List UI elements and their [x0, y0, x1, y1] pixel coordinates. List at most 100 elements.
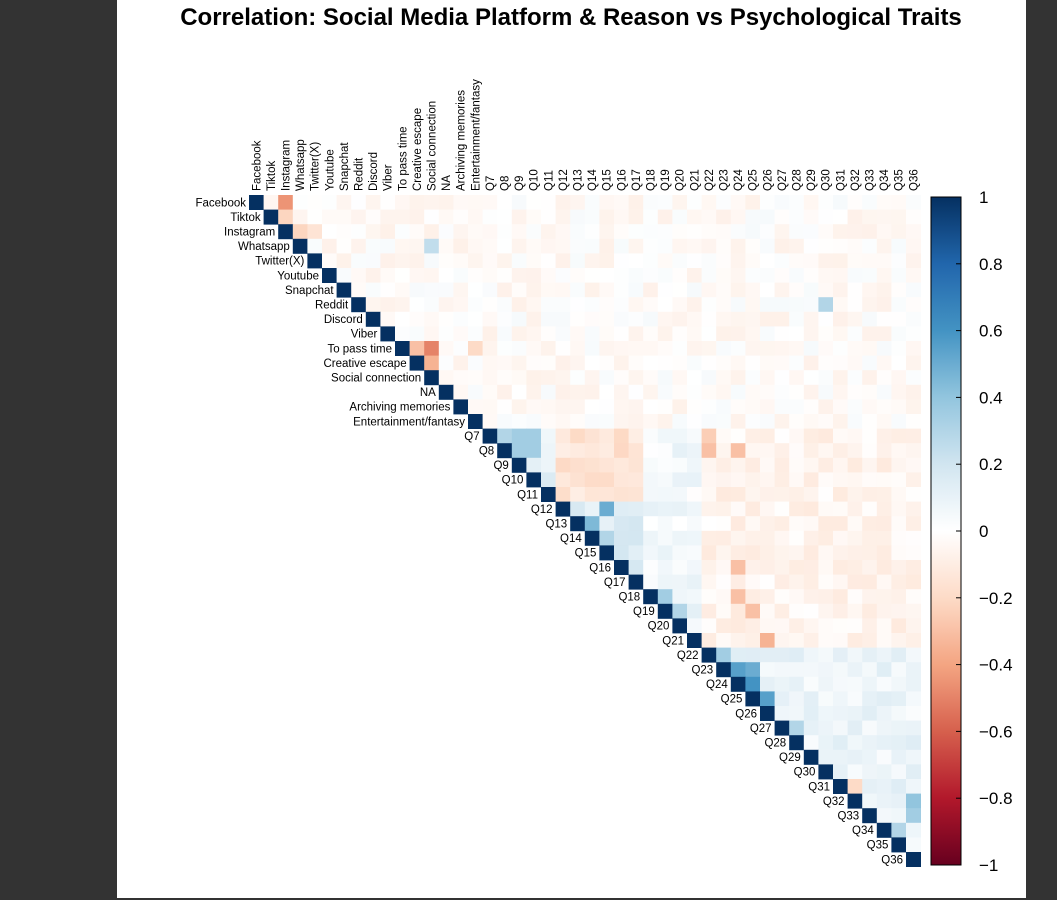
cell-q10-q11: [541, 472, 556, 488]
cell-q19-q19: [657, 603, 673, 619]
cell-q11-q26: [760, 487, 775, 502]
cell-archiving-memories-q13: [570, 399, 586, 415]
cell-tiktok-q32: [847, 209, 863, 225]
cell-tiktok-social-connection: [424, 209, 440, 225]
cell-na-q14: [584, 384, 600, 400]
cell-q9-q12: [555, 457, 571, 473]
cell-facebook-na: [438, 195, 454, 210]
cell-entertainment-fantasy-q32: [847, 414, 863, 429]
cell-archiving-memories-q22: [701, 399, 717, 415]
cell-to-pass-time-q30: [818, 341, 834, 356]
cell-q9-q16: [614, 457, 629, 473]
column-label-whatsapp: Whatsapp: [295, 139, 307, 191]
cell-snapchat-q16: [614, 282, 629, 298]
cell-reddit-q33: [862, 297, 878, 313]
cell-q21-q21: [687, 633, 702, 648]
cell-q17-q34: [876, 574, 892, 590]
cell-q9-q19: [657, 457, 673, 473]
cell-q10-q22: [701, 472, 717, 488]
cell-instagram-q20: [672, 224, 688, 240]
cell-q20-q30: [818, 618, 834, 634]
cell-q14-q23: [716, 530, 732, 546]
cell-facebook-q33: [862, 195, 878, 210]
cell-snapchat-q19: [657, 282, 673, 298]
cell-tiktok-instagram: [278, 209, 294, 225]
cell-reddit-reddit: [351, 297, 367, 313]
row-label-snapchat: Snapchat: [285, 285, 334, 297]
cell-tiktok-q23: [716, 209, 732, 225]
cell-facebook-q10: [526, 195, 542, 210]
cell-q12-q32: [847, 501, 863, 517]
row-label-q14: Q14: [560, 533, 582, 545]
column-label-q14: Q14: [587, 169, 599, 191]
column-label-q8: Q8: [500, 176, 512, 191]
cell-facebook-q35: [891, 195, 907, 210]
cell-entertainment-fantasy-q9: [511, 414, 527, 429]
cell-q15-q30: [818, 545, 834, 561]
row-label-q36: Q36: [881, 854, 903, 866]
cell-q10-q32: [847, 472, 863, 488]
cell-q21-q25: [745, 633, 761, 648]
colorbar-tick-label: −1: [979, 856, 998, 875]
cell-instagram-q10: [526, 224, 542, 240]
cell-youtube-entertainment-fantasy: [468, 268, 483, 283]
cell-youtube-q28: [789, 268, 805, 283]
cell-q19-q27: [774, 603, 790, 619]
cell-q31-q32: [847, 779, 863, 794]
cell-viber-q30: [818, 326, 834, 342]
cell-q11-q21: [687, 487, 702, 502]
cell-tiktok-q35: [891, 209, 907, 225]
cell-q15-q21: [687, 545, 702, 561]
cell-q16-q31: [833, 560, 848, 575]
cell-na-q25: [745, 384, 761, 400]
cell-to-pass-time-q16: [614, 341, 629, 356]
cell-to-pass-time-q22: [701, 341, 717, 356]
cell-discord-creative-escape: [409, 311, 425, 327]
cell-q10-q16: [614, 472, 629, 488]
cell-q22-q32: [847, 647, 863, 663]
cell-creative-escape-q15: [599, 355, 615, 371]
cell-entertainment-fantasy-q22: [701, 414, 717, 429]
cell-q24-q25: [745, 676, 761, 692]
cell-creative-escape-entertainment-fantasy: [468, 355, 483, 371]
column-label-instagram: Instagram: [281, 140, 293, 191]
cell-viber-creative-escape: [409, 326, 425, 342]
cell-social-connection-q30: [818, 370, 834, 386]
cell-q22-q24: [730, 647, 746, 663]
cell-q12-q24: [730, 501, 746, 517]
cell-twitter-x-q13: [570, 253, 586, 269]
cell-viber-q18: [643, 326, 659, 342]
cell-q27-q33: [862, 720, 878, 736]
cell-youtube-q19: [657, 268, 673, 283]
cell-facebook-q36: [906, 195, 921, 210]
cell-q11-q13: [570, 487, 586, 502]
row-label-q8: Q8: [479, 446, 494, 458]
cell-tiktok-viber: [380, 209, 396, 225]
cell-q7-q24: [730, 428, 746, 444]
cell-twitter-x-q25: [745, 253, 761, 269]
cell-q28-q31: [833, 735, 848, 751]
row-label-q32: Q32: [823, 796, 845, 808]
cell-youtube-q30: [818, 268, 834, 283]
cell-tiktok-q8: [497, 209, 513, 225]
cell-q16-q16: [614, 560, 629, 575]
cell-discord-q17: [628, 311, 644, 327]
cell-q12-q30: [818, 501, 834, 517]
cell-q15-q36: [906, 545, 921, 561]
cell-facebook-q13: [570, 195, 586, 210]
cell-snapchat-q25: [745, 282, 761, 298]
cell-q23-q23: [716, 662, 732, 678]
cell-instagram-q21: [687, 224, 702, 240]
cell-reddit-q13: [570, 297, 586, 313]
cell-q15-q15: [599, 545, 615, 561]
cell-q30-q35: [891, 764, 907, 780]
cell-creative-escape-q20: [672, 355, 688, 371]
cell-twitter-x-q11: [541, 253, 556, 269]
cell-viber-q22: [701, 326, 717, 342]
cell-q7-q33: [862, 428, 878, 444]
cell-instagram-q12: [555, 224, 571, 240]
row-label-q35: Q35: [867, 840, 889, 852]
cell-tiktok-q26: [760, 209, 775, 225]
cell-q15-q29: [803, 545, 819, 561]
cell-q29-q36: [906, 749, 921, 765]
